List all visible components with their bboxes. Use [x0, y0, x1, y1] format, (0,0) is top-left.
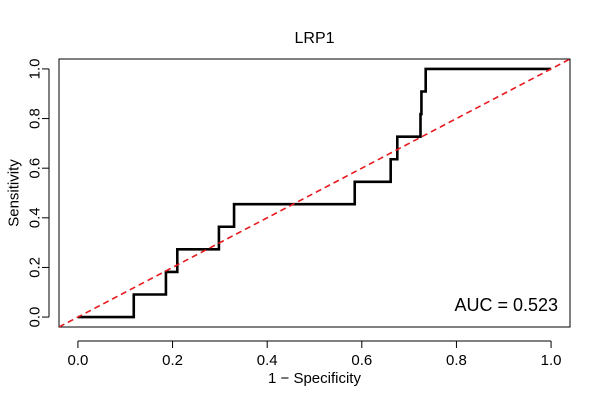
x-tick-label: 0.2: [162, 352, 183, 369]
x-tick-label: 0.8: [446, 352, 467, 369]
x-axis-label: 1 − Specificity: [268, 370, 361, 387]
y-tick-label: 0.4: [27, 207, 44, 228]
x-tick-label: 0.4: [257, 352, 278, 369]
plot-frame: [58, 58, 571, 328]
x-tick-label: 0.0: [67, 352, 88, 369]
x-tick-label: 1.0: [541, 352, 562, 369]
chart-title: LRP1: [294, 30, 334, 47]
y-tick-label: 0.8: [27, 108, 44, 129]
plot-content: [59, 59, 570, 327]
roc-curve-line: [77, 67, 552, 319]
auc-annotation: AUC = 0.523: [454, 295, 558, 315]
y-axis-label: Sensitivity: [6, 159, 23, 227]
y-tick-label: 0.2: [27, 257, 44, 278]
y-tick-label: 0.6: [27, 158, 44, 179]
reference-diagonal-line: [59, 59, 570, 327]
y-tick-label: 1.0: [27, 58, 44, 79]
y-axis: 0.0 0.2 0.4 0.6 0.8 1.0: [27, 58, 50, 328]
x-axis: 0.0 0.2 0.4 0.6 0.8 1.0: [67, 340, 562, 369]
y-tick-label: 0.0: [27, 307, 44, 328]
x-tick-label: 0.6: [351, 352, 372, 369]
